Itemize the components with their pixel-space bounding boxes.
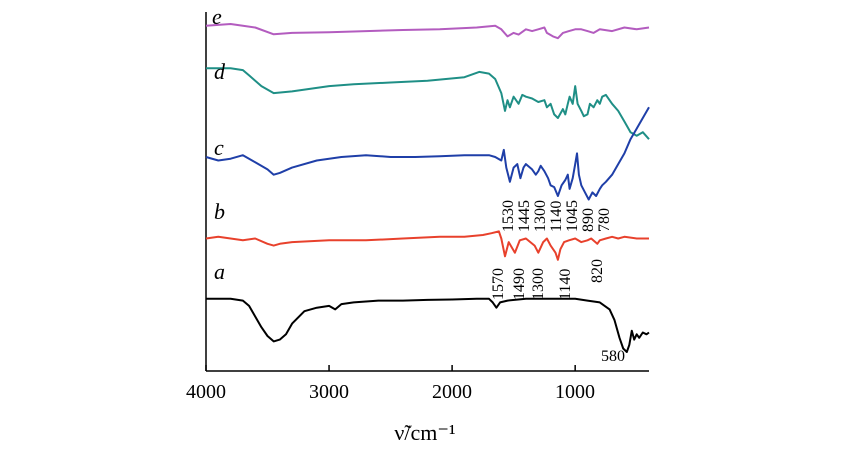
annotation-b-1140: 1140: [557, 269, 574, 300]
annotation-c-890: 890: [580, 208, 597, 232]
annotation-b-1300: 1300: [530, 268, 547, 300]
x-ticks: [205, 365, 576, 371]
series-line-b: [205, 230, 649, 261]
annotation-c-1300: 1300: [532, 200, 549, 232]
x-tick-label-2000: 2000: [432, 381, 472, 403]
series-line-e: [205, 23, 650, 40]
curve-label-c: c: [214, 135, 224, 160]
series-lines: [205, 23, 650, 353]
annotation-b-1570: 1570: [490, 268, 507, 300]
x-tick-label-4000: 4000: [186, 381, 226, 403]
series-line-d: [206, 67, 650, 140]
series-line-c: [205, 106, 650, 201]
annotation-c-1530: 1530: [500, 200, 517, 232]
annotation-c-1445: 1445: [516, 200, 533, 232]
curve-label-d: d: [214, 59, 226, 84]
annotation-a-580: 580: [601, 348, 625, 365]
curve-label-e: e: [212, 4, 222, 29]
curve-label-b: b: [214, 199, 225, 224]
series-line-a: [206, 297, 650, 353]
x-tick-label-3000: 3000: [309, 381, 349, 403]
annotation-c-1045: 1045: [564, 200, 581, 232]
annotation-c-780: 780: [596, 208, 613, 232]
curve-label-a: a: [214, 259, 225, 284]
x-tick-label-1000: 1000: [555, 381, 595, 403]
annotation-b-820: 820: [589, 259, 606, 283]
annotation-c-1140: 1140: [548, 201, 565, 232]
x-axis-title: ν̃/cm⁻¹: [394, 420, 455, 445]
annotation-b-1490: 1490: [511, 268, 528, 300]
